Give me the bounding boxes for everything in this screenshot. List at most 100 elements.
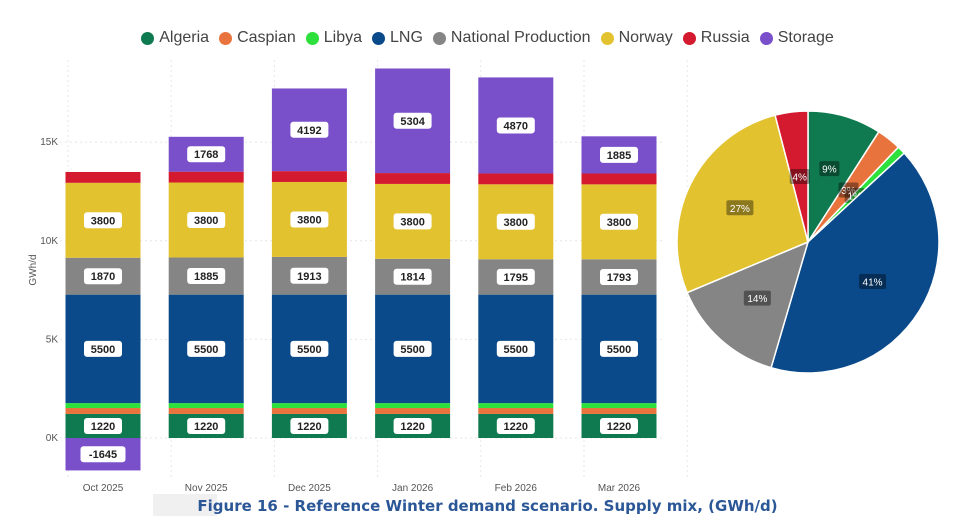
data-label-bg [393,213,432,230]
legend-item-caspian: Caspian [219,29,296,47]
data-label-bg [496,213,535,230]
data-label: 1220 [400,421,424,433]
data-label: 5500 [504,344,528,356]
legend-item-russia: Russia [682,29,750,47]
data-label-bg [393,112,432,129]
pie-slice-norway [676,114,809,294]
data-label-bg [600,213,638,230]
data-label-bg [187,268,226,285]
data-label: 3800 [504,217,528,229]
legend-marker [219,31,233,45]
data-label: 5500 [607,344,631,356]
bar-caspian-oct-2025 [65,408,141,414]
caption-highlight [153,494,217,516]
legend-item-algeria: Algeria [141,29,209,47]
y-tick-label: 10K [40,236,58,247]
bar-libya-oct-2025 [65,403,141,409]
data-label-bg [187,146,226,163]
legend-label: Algeria [159,29,210,46]
legend-label: Libya [323,29,363,46]
pie-slice-lng [770,152,940,374]
pie-slice-national-production [686,240,810,369]
y-axis-label: GWh/d [28,254,39,285]
x-tick-label: Jan 2026 [392,483,434,494]
data-label: 1768 [194,149,218,161]
legend-label: Norway [618,29,673,46]
pie-chart: 9% 3%1% 41% 14% 27% 4% [676,110,940,374]
data-label-bg [84,268,122,285]
x-tick-label: Feb 2026 [495,483,538,494]
data-label: 3800 [400,216,424,228]
data-label: 1795 [504,272,528,284]
data-label: -1645 [89,449,117,461]
bar-russia-dec-2025 [271,171,347,182]
data-label-bg [290,211,329,228]
data-label: 1870 [91,271,115,283]
pie-label-bg [789,169,810,185]
legend-item-lng: LNG [372,29,423,47]
legend-label: Russia [700,29,750,46]
legend-item-national-production: National Production [432,29,591,47]
bar-caspian-dec-2025 [271,408,347,414]
bar-russia-mar-2026 [581,173,657,185]
stacked-bars: 1220 5500 1870 3800 -1645 1220 5500 1885 3800 176… [65,68,657,471]
pie-label: 41% [863,278,883,289]
legend-item-storage: Storage [759,29,834,47]
pie-label-bg [819,161,840,177]
x-tick-label: Dec 2025 [288,483,331,494]
bar-libya-jan-2026 [375,403,451,409]
figure-caption: Figure 16 - Reference Winter demand scen… [197,497,778,515]
data-label-bg [290,340,329,357]
legend-marker [372,31,386,45]
legend-marker [682,31,696,45]
legend-item-libya: Libya [305,29,363,47]
data-label-bg [290,267,329,284]
data-label: 3800 [194,215,218,227]
data-label-bg [600,417,638,434]
data-label: 1220 [194,421,218,433]
data-label-bg [84,417,122,434]
data-label: 1793 [607,272,631,284]
data-label: 5500 [194,344,218,356]
data-label-bg [393,340,432,357]
data-label-bg [600,146,638,163]
bar-libya-feb-2026 [478,403,554,409]
legend-label: LNG [390,29,423,46]
data-label-bg [496,340,535,357]
data-label-bg [600,268,638,285]
data-label-bg [290,121,329,138]
data-label: 1814 [400,272,425,284]
bar-russia-nov-2025 [168,171,244,183]
data-label: 4192 [297,125,321,137]
data-label-bg [290,417,329,434]
pie-label-bg [859,274,887,290]
data-label: 5304 [400,116,425,128]
data-label: 4870 [504,120,528,132]
data-label: 1885 [194,271,218,283]
x-axis: Oct 2025 Nov 2025 Dec 2025 Jan 2026 Feb 2026… [83,483,641,494]
pie-slice-russia [774,110,809,243]
data-label-bg [496,117,535,134]
data-label-bg [84,212,122,229]
legend-marker [759,31,773,45]
y-tick-label: 5K [46,334,59,345]
data-label-bg [393,417,432,434]
bar-caspian-nov-2025 [168,408,244,414]
legend-label: Storage [777,29,834,46]
data-label: 1885 [607,150,631,162]
y-axis: 0K 5K 10K 15K [40,137,58,444]
data-label-bg [496,417,535,434]
y-tick-label: 15K [40,137,58,148]
data-label-bg [600,340,638,357]
x-tick-label: Mar 2026 [598,483,641,494]
legend-label: National Production [450,29,591,46]
bar-russia-feb-2026 [478,173,554,185]
legend-marker [141,31,155,45]
legend-marker [432,31,446,45]
data-label: 3800 [607,217,631,229]
pie-label: 1% [847,192,862,203]
data-label: 5500 [297,344,321,356]
pie-label: 9% [822,165,837,176]
data-label: 5500 [400,344,424,356]
